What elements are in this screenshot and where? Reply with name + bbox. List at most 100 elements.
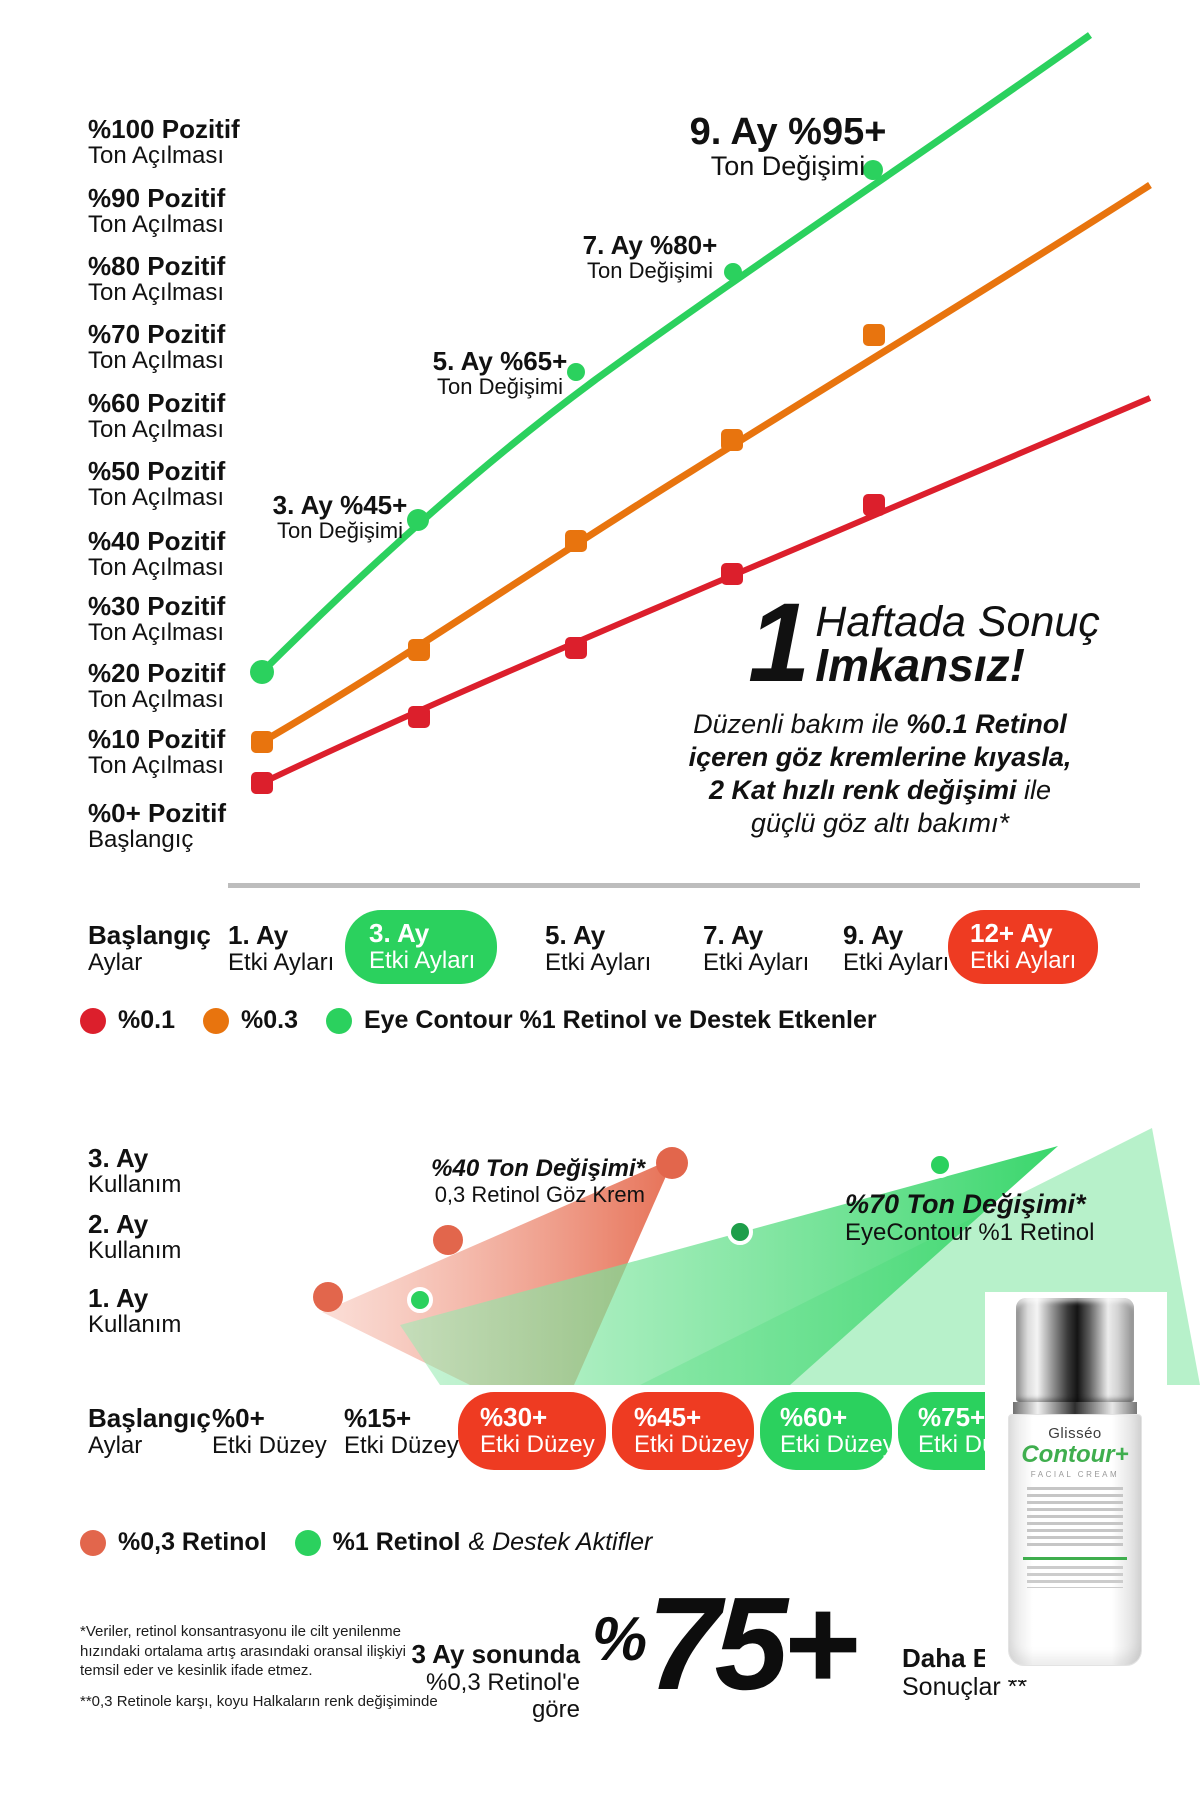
- y-tick-title: %40 Pozitif: [88, 526, 226, 556]
- footnote-1: *Veriler, retinol konsantrasyonu ile cil…: [80, 1622, 406, 1681]
- x-tick-title: Başlangıç: [88, 920, 211, 950]
- red-marker-2: [408, 706, 430, 728]
- headline-line2: Imkansız!: [815, 639, 1025, 691]
- legend-label: Eye Contour %1 Retinol ve Destek Etkenle…: [363, 1006, 877, 1034]
- stat-value: 75+: [647, 1570, 859, 1717]
- y-tick-title: %90 Pozitif: [88, 183, 226, 213]
- x-tick-sub: Etki Düzey: [344, 1432, 459, 1459]
- usage-label-2ay: 2. Ay Kullanım: [88, 1211, 181, 1264]
- x-tick-title: 9. Ay: [843, 920, 904, 950]
- annotation-9ay: 9. Ay %95+ Ton Değişimi: [690, 112, 887, 180]
- y-tick-title: %100 Pozitif: [88, 114, 240, 144]
- x-tick-sub: Etki Ayları: [545, 949, 652, 976]
- legend-label: %0,3 Retinol: [118, 1528, 267, 1556]
- green-dot-2: [727, 1219, 753, 1245]
- green-marker-5: [863, 160, 883, 180]
- y-tick-sub: Ton Açılması: [88, 142, 225, 169]
- x-tick-title: %0+: [212, 1403, 265, 1433]
- claim-text: Düzenli bakım ile: [693, 709, 907, 739]
- annotation-sub: 0,3 Retinol Göz Krem: [434, 1182, 645, 1207]
- chart1-legend: %0.1 %0.3 Eye Contour %1 Retinol ve Dest…: [80, 1006, 905, 1035]
- y-axis-label-70: %70 Pozitif Ton Açılması: [88, 321, 225, 374]
- x-tick-title: 1. Ay: [228, 920, 289, 950]
- y-axis-label-100: %100 Pozitif Ton Açılması: [88, 116, 240, 169]
- annotation-sub: Ton Değişimi: [437, 374, 563, 399]
- legend-label-italic: & Destek Aktifler: [468, 1528, 653, 1556]
- y-tick-title: %70 Pozitif: [88, 319, 226, 349]
- claim-text-bold: 2 Kat hızlı renk değişimi: [708, 775, 1017, 805]
- x-axis-9ay: 9. Ay Etki Ayları: [843, 921, 949, 976]
- legend-item-01: %0.1: [80, 1006, 175, 1035]
- annotation-title: %40 Ton Değişimi*: [431, 1155, 645, 1182]
- green-dot-1: [407, 1287, 433, 1313]
- y-axis-label-30: %30 Pozitif Ton Açılması: [88, 593, 225, 646]
- legend-item-03: %0.3: [202, 1006, 298, 1035]
- x2-axis-15: %15+ Etki Düzey: [344, 1404, 459, 1459]
- annotation-title: 3. Ay %45+: [272, 490, 408, 520]
- x-tick-sub: Etki Düzey: [634, 1431, 749, 1458]
- footnote-line: hızındaki ortalama artış arasındaki oran…: [80, 1642, 406, 1660]
- x2-axis-30-pill: %30+ Etki Düzey: [458, 1392, 606, 1470]
- claim-text: güçlü göz altı bakımı*: [750, 808, 1010, 838]
- product-subtitle: FACIAL CREAM: [1030, 1470, 1120, 1479]
- green-marker-2: [407, 509, 429, 531]
- y-tick-sub: Ton Açılması: [88, 416, 225, 443]
- annotation-40-ton: %40 Ton Değişimi* 0,3 Retinol Göz Krem: [415, 1155, 645, 1208]
- annotation-sub: Ton Değişimi: [587, 258, 713, 283]
- y-tick-title: 3. Ay: [88, 1143, 149, 1173]
- y-tick-title: %10 Pozitif: [88, 724, 226, 754]
- axis-divider: [228, 883, 1140, 888]
- orange-marker-4: [721, 429, 743, 451]
- stat-percent-sign: %: [592, 1605, 648, 1674]
- y-tick-sub: Başlangıç: [88, 826, 194, 853]
- label-fine-print-2: [1027, 1566, 1123, 1588]
- y-tick-title: 1. Ay: [88, 1283, 149, 1313]
- product-bottle: Glisséo Contour+ FACIAL CREAM: [985, 1292, 1167, 1680]
- red-dot-icon: [80, 1007, 106, 1034]
- annotation-title: 9. Ay %95+: [689, 111, 887, 153]
- annotation-7ay: 7. Ay %80+ Ton Değişimi: [583, 232, 718, 283]
- annotation-70-ton: %70 Ton Değişimi* EyeContour %1 Retinol: [845, 1189, 1094, 1247]
- orange-marker-2: [408, 639, 430, 661]
- annotation-title: %70 Ton Değişimi*: [845, 1189, 1086, 1219]
- x-tick-sub: Etki Ayları: [369, 947, 476, 974]
- y-tick-title: 2. Ay: [88, 1209, 149, 1239]
- y-tick-sub: Ton Açılması: [88, 484, 225, 511]
- x-tick-title: %15+: [344, 1403, 412, 1433]
- chart2-legend: %0,3 Retinol %1 Retinol & Destek Aktifle…: [80, 1528, 680, 1557]
- orange-trend-line: [260, 182, 1152, 746]
- bottle-collar: [1013, 1402, 1137, 1414]
- stat-left-line1: 3 Ay sonunda: [411, 1639, 580, 1669]
- x-tick-sub: Etki Düzey: [480, 1431, 595, 1458]
- red-marker-4: [721, 563, 743, 585]
- label-green-rule: [1023, 1557, 1127, 1560]
- green-marker-4: [724, 263, 742, 281]
- y-tick-title: %60 Pozitif: [88, 388, 226, 418]
- y-tick-title: %20 Pozitif: [88, 658, 226, 688]
- annotation-title: 5. Ay %65+: [432, 346, 568, 376]
- red-trend-line: [260, 395, 1152, 786]
- label-fine-print: [1027, 1487, 1123, 1549]
- red-marker-3: [565, 637, 587, 659]
- x-tick-sub: Etki Ayları: [970, 947, 1077, 974]
- headline-number: 1: [748, 580, 810, 705]
- orange-dot-icon: [202, 1007, 229, 1034]
- y-axis-label-90: %90 Pozitif Ton Açılması: [88, 185, 225, 238]
- y-axis-label-80: %80 Pozitif Ton Açılması: [88, 253, 225, 306]
- y-tick-sub: Ton Açılması: [88, 347, 225, 374]
- legend-label: %0.1: [118, 1006, 175, 1034]
- footnote-line: *Veriler, retinol konsantrasyonu ile cil…: [80, 1623, 401, 1640]
- annotation-title: 7. Ay %80+: [582, 230, 718, 260]
- x-axis-1ay: 1. Ay Etki Ayları: [228, 921, 334, 976]
- y-tick-sub: Ton Açılması: [88, 211, 225, 238]
- y-axis-label-40: %40 Pozitif Ton Açılması: [88, 528, 225, 581]
- footnote-line: temsil eder ve kesinlik ifade etmez.: [80, 1662, 313, 1679]
- x-axis-3ay-pill: 3. Ay Etki Ayları: [345, 910, 497, 984]
- x-tick-title: 3. Ay: [369, 918, 430, 948]
- x2-axis-45-pill: %45+ Etki Düzey: [612, 1392, 754, 1470]
- y-tick-sub: Kullanım: [88, 1311, 182, 1338]
- annotation-3ay: 3. Ay %45+ Ton Değişimi: [273, 492, 408, 543]
- orange-marker-5: [863, 324, 885, 346]
- green-wedge-main: [400, 1146, 1058, 1385]
